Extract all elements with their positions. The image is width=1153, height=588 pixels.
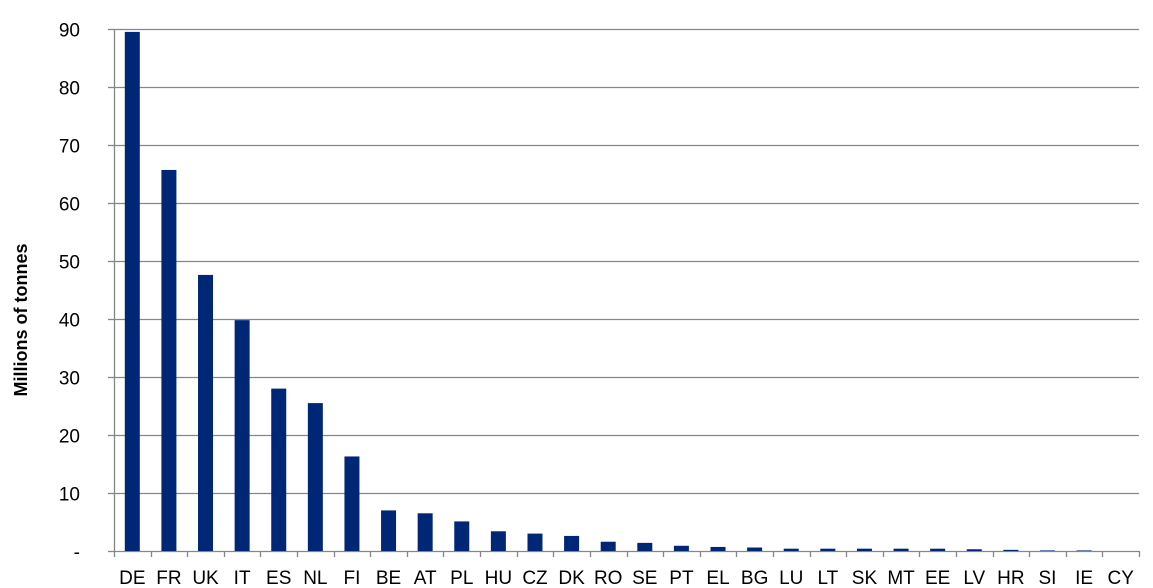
bar-es [271, 388, 287, 551]
x-tick-label: DK [558, 568, 585, 588]
x-tick-label: RO [594, 568, 623, 588]
x-tick-label: CZ [522, 568, 548, 588]
y-tick-label: 80 [59, 79, 80, 100]
x-tick-label: MT [887, 568, 915, 588]
y-tick-label: - [74, 543, 80, 564]
bar-ee [930, 548, 946, 551]
y-tick-label: 90 [59, 21, 80, 42]
bar-dk [564, 535, 580, 551]
bar-lt [820, 548, 836, 551]
y-tick-label: 70 [59, 137, 80, 158]
axes [108, 28, 1141, 557]
bar-lu [783, 548, 799, 551]
bar-el [710, 546, 726, 551]
x-tick-label: LV [963, 568, 985, 588]
bar-mt [893, 548, 909, 551]
x-tick-label: UK [192, 568, 219, 588]
x-tick-label: FI [344, 568, 361, 588]
bar-hr [1003, 549, 1019, 551]
bars [124, 31, 1092, 551]
bar-hu [490, 531, 506, 551]
x-tick-label: LU [779, 568, 803, 588]
x-tick-label: EE [925, 568, 950, 588]
bar-se [637, 542, 653, 551]
x-tick-label: PT [669, 568, 694, 588]
x-tick-label: AT [414, 568, 437, 588]
y-tick-label: 30 [59, 369, 80, 390]
x-tick-label: SK [852, 568, 878, 588]
bar-ie [1076, 550, 1092, 551]
bar-de [124, 31, 140, 551]
y-tick-labels: - 10 20 30 40 50 60 70 80 90 [59, 21, 80, 564]
bar-sk [856, 548, 872, 551]
bar-fr [161, 169, 177, 551]
bar-si [1039, 550, 1055, 551]
x-tick-label: PL [450, 568, 473, 588]
bar-at [417, 513, 433, 551]
y-axis-title: Millions of tonnes [11, 244, 31, 397]
x-tick-label: IT [234, 568, 251, 588]
x-tick-label: FR [156, 568, 181, 588]
bar-cz [527, 533, 543, 551]
y-tick-label: 60 [59, 195, 80, 216]
x-tick-labels: DE FR UK IT ES NL FI BE AT PL HU CZ DK RO SE PT EL BG LU LT… [119, 568, 1134, 588]
x-tick-label: CY [1107, 568, 1134, 588]
x-tick-label: IE [1075, 568, 1093, 588]
x-tick-label: BE [376, 568, 401, 588]
bar-bg [747, 547, 763, 551]
x-tick-label: SI [1039, 568, 1057, 588]
x-tick-label: HR [997, 568, 1024, 588]
y-tick-label: 40 [59, 311, 80, 332]
x-tick-label: EL [706, 568, 729, 588]
bar-fi [344, 456, 360, 551]
bar-pl [454, 521, 470, 551]
bar-be [381, 510, 397, 551]
bar-it [234, 320, 250, 551]
bar-uk [198, 274, 214, 551]
x-tick-label: ES [266, 568, 291, 588]
bar-ro [600, 541, 616, 551]
x-tick-label: HU [485, 568, 512, 588]
x-tick-label: BG [741, 568, 768, 588]
y-tick-label: 50 [59, 253, 80, 274]
bar-pt [673, 545, 689, 551]
x-tick-label: LT [817, 568, 838, 588]
bar-lv [966, 549, 982, 551]
x-tick-label: NL [303, 568, 327, 588]
bar-nl [307, 403, 323, 551]
gridlines [114, 28, 1139, 495]
x-tick-label: DE [119, 568, 145, 588]
y-tick-label: 20 [59, 427, 80, 448]
y-tick-label: 10 [59, 485, 80, 506]
x-tick-label: SE [632, 568, 657, 588]
